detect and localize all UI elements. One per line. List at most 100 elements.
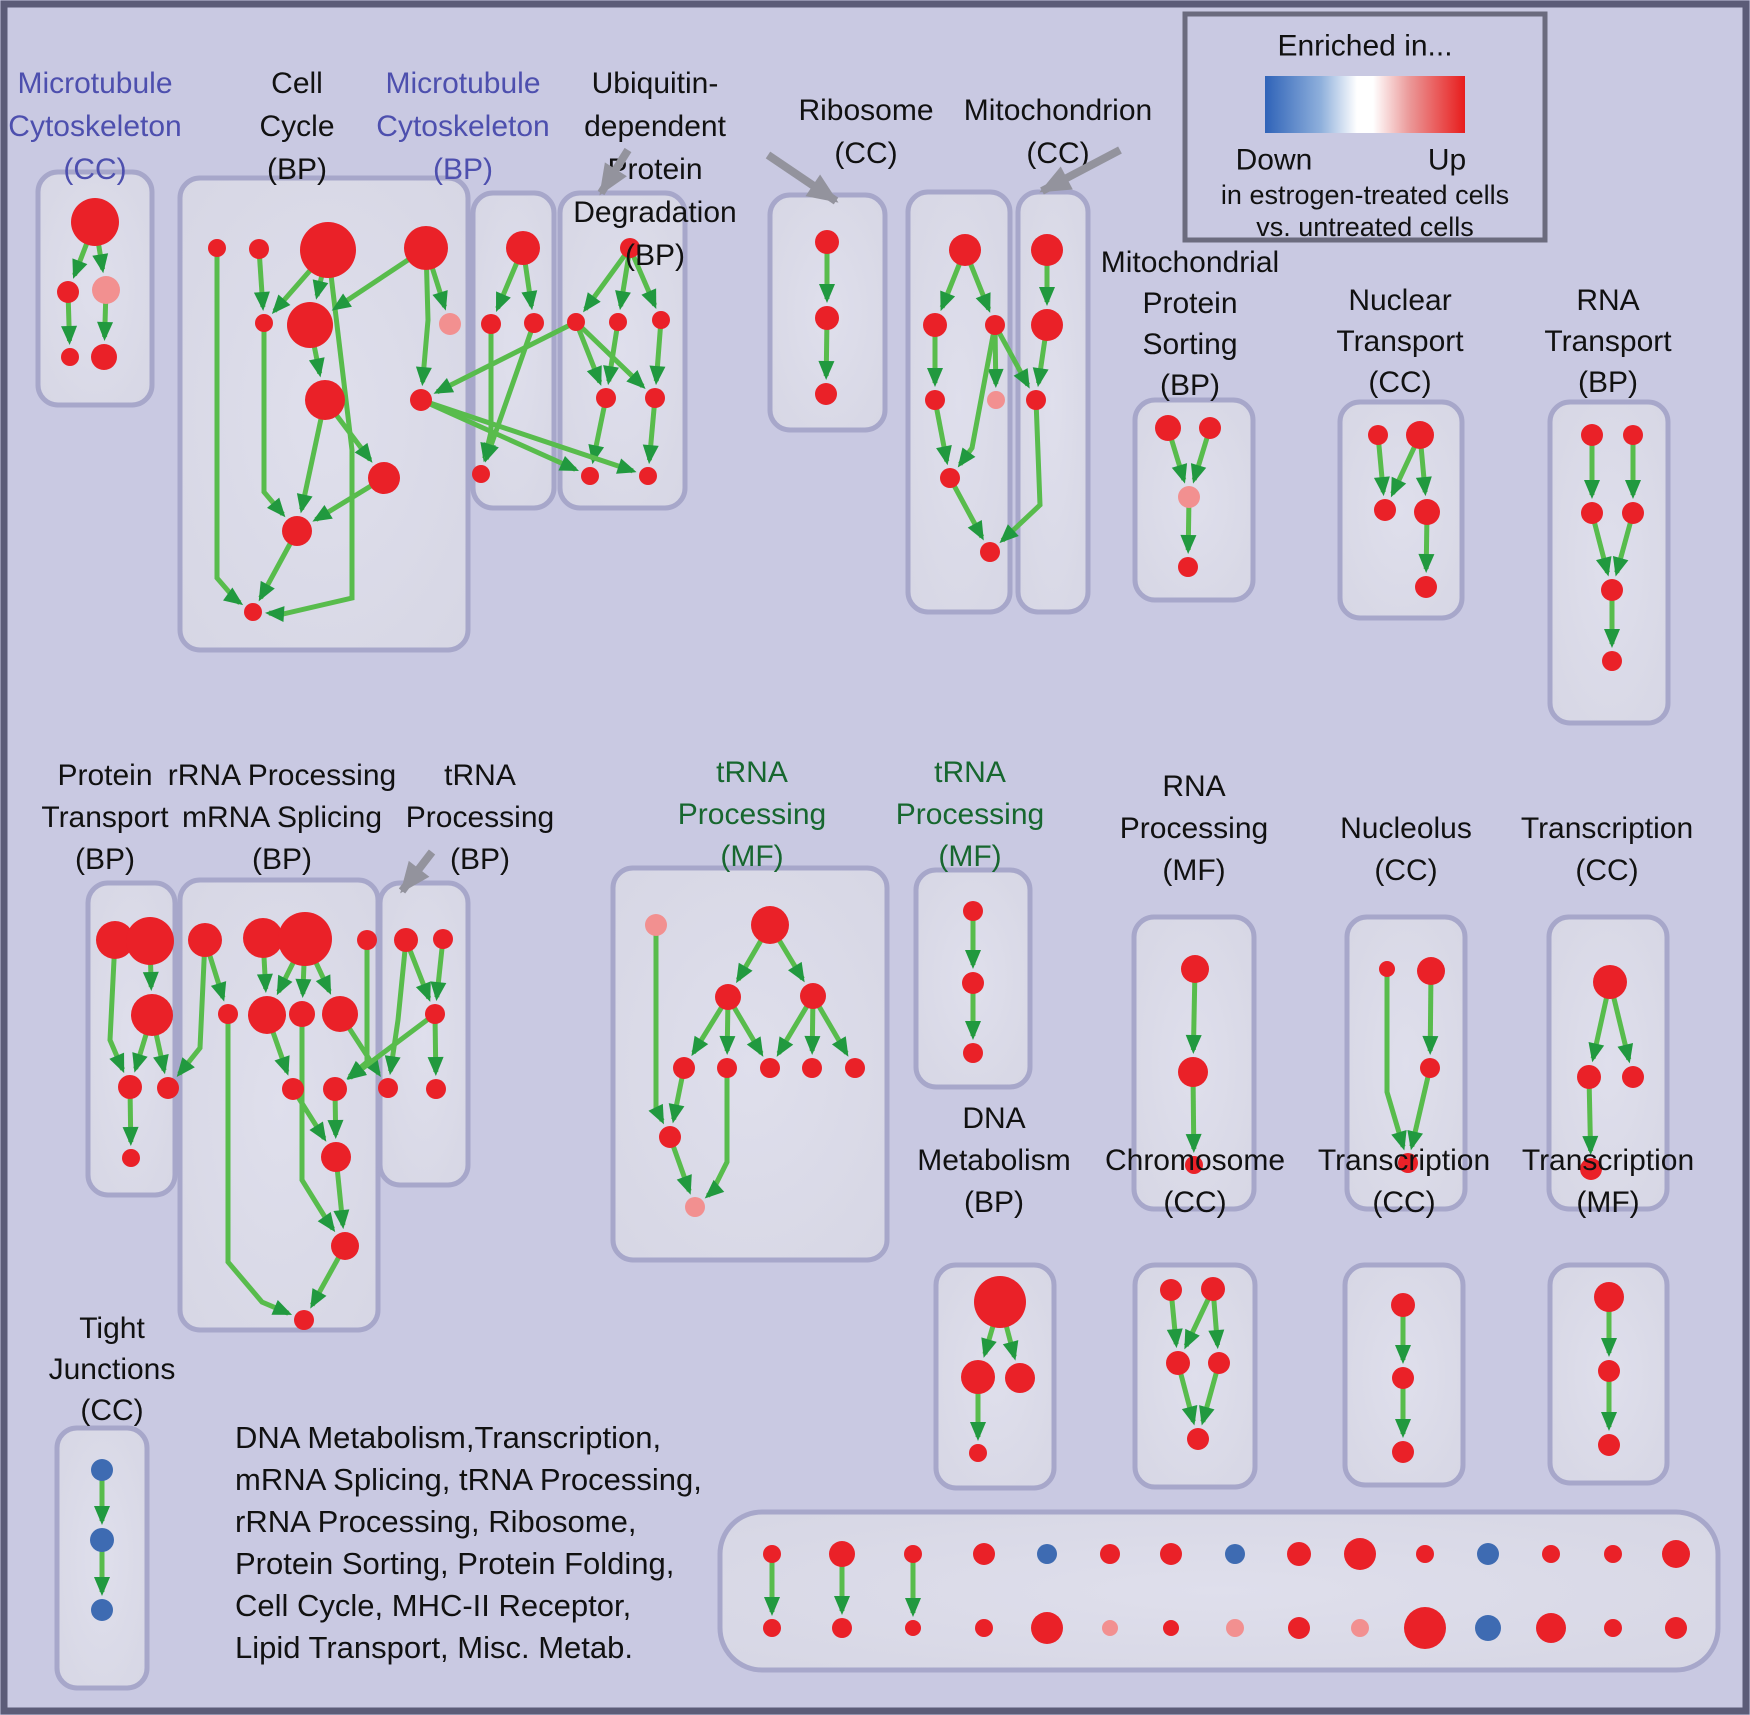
- gene-node-ch4: [1208, 1352, 1230, 1374]
- gene-node-m2b: [832, 1618, 852, 1638]
- gene-node-nt3: [1374, 499, 1396, 521]
- gene-node-f6: [717, 1058, 737, 1078]
- gene-node-m10b: [1351, 1619, 1369, 1637]
- edge-u3-u5: [603, 321, 621, 386]
- dna-metabolism-bp-box: [933, 1262, 1057, 1491]
- microtubule-cc-label: Microtubule Cytoskeleton (CC): [8, 67, 181, 186]
- gene-node-tg3: [425, 1004, 445, 1024]
- edge-rb4-rb6: [932, 399, 952, 466]
- gene-node-u3: [609, 313, 627, 331]
- transcription-cc-row2-label: Transcription (CC): [1521, 812, 1693, 887]
- gene-node-f2: [751, 906, 789, 944]
- gene-node-y2: [1598, 1360, 1620, 1382]
- edge-tg1-tg4: [384, 939, 409, 1076]
- gene-node-m3b: [905, 1620, 921, 1636]
- edge-cc4-cc9: [415, 247, 432, 387]
- edge-rb6-rb7: [947, 476, 985, 541]
- gene-node-u1: [620, 238, 640, 258]
- gene-node-u6: [645, 388, 665, 408]
- gene-node-f4: [800, 983, 826, 1009]
- label-pointer-arrow-1: [765, 151, 839, 205]
- edge-cc9-u7: [419, 397, 580, 472]
- gene-node-nt2: [1406, 421, 1434, 449]
- gene-node-rn7: [289, 1001, 315, 1027]
- edge-u1-u2: [583, 246, 633, 313]
- gene-node-rn5: [218, 1004, 238, 1024]
- gene-node-nu2: [1417, 957, 1445, 985]
- gene-node-rt6: [1602, 651, 1622, 671]
- gene-node-m11t: [1416, 1545, 1434, 1563]
- gene-node-rb7: [980, 542, 1000, 562]
- edge-tg3-rn10: [347, 1011, 437, 1080]
- ribosome-cc-label: Ribosome (CC): [798, 94, 933, 170]
- edge-cc9-u8: [420, 397, 637, 474]
- nuclear-transport-cc-box: [1337, 399, 1465, 621]
- gene-node-m4t: [973, 1543, 995, 1565]
- edge-ra1-pt5: [176, 939, 208, 1078]
- gene-node-tj2: [90, 1528, 114, 1552]
- gene-node-m11b: [1404, 1607, 1446, 1649]
- edge-u2-u5: [573, 321, 603, 386]
- gene-node-rn9: [282, 1078, 304, 1100]
- gene-node-cc12: [244, 603, 262, 621]
- gene-node-ra2: [243, 918, 283, 958]
- nodes-layer: [57, 198, 1690, 1649]
- gene-node-m13t: [1542, 1545, 1560, 1563]
- gene-node-rb5: [987, 391, 1005, 409]
- gene-node-rb4: [925, 390, 945, 410]
- mitochondrion-cc-label: Mitochondrion (CC): [964, 94, 1152, 170]
- nucleolus-cc-label: Nucleolus (CC): [1340, 812, 1472, 887]
- gene-node-rt5: [1601, 579, 1623, 601]
- gene-node-cc3: [300, 222, 356, 278]
- gene-node-cc1: [208, 239, 226, 257]
- edge-tc2-tc4: [1582, 1076, 1599, 1155]
- gene-node-mb4: [472, 465, 490, 483]
- gene-node-m15b: [1665, 1617, 1687, 1639]
- gene-node-v2: [815, 306, 839, 330]
- gene-node-rb3: [985, 315, 1005, 335]
- gene-node-rt1: [1581, 424, 1603, 446]
- labels-layer: Microtubule Cytoskeleton (CC) Cell Cycle (BP)…: [8, 11, 1694, 1665]
- gene-node-mc3: [92, 276, 120, 304]
- gene-node-f10: [659, 1126, 681, 1148]
- legend-subtitle-2: vs. untreated cells: [1256, 212, 1474, 242]
- gene-node-u7: [581, 467, 599, 485]
- transcription-mf-label: Transcription (MF): [1522, 1144, 1694, 1219]
- gene-node-tc1: [1593, 965, 1627, 999]
- gene-node-pt2: [126, 917, 174, 965]
- gene-node-m1b: [763, 1619, 781, 1637]
- gene-node-ch3: [1166, 1351, 1190, 1375]
- legend-up-label: Up: [1428, 144, 1466, 177]
- gene-node-m4b: [975, 1619, 993, 1637]
- gene-node-d4: [969, 1444, 987, 1462]
- gene-node-rb2: [923, 313, 947, 337]
- edge-cc1-cc12: [214, 248, 244, 606]
- gene-node-u4: [652, 311, 670, 329]
- gene-node-m13b: [1536, 1613, 1566, 1643]
- gene-node-mc5: [91, 344, 117, 370]
- gene-node-d3: [1005, 1363, 1035, 1393]
- gene-node-cc4: [404, 226, 448, 270]
- tight-junctions-cc-label: Tight Junctions (CC): [49, 1312, 176, 1427]
- label-pointer-arrow-2: [1039, 146, 1122, 195]
- gene-node-tj3: [91, 1599, 113, 1621]
- gene-node-y1: [1594, 1282, 1624, 1312]
- gene-node-tc3: [1622, 1066, 1644, 1088]
- gene-node-m3t: [904, 1545, 922, 1563]
- gene-node-m6t: [1100, 1544, 1120, 1564]
- gene-node-m14b: [1604, 1619, 1622, 1637]
- legend-down-label: Down: [1236, 144, 1313, 177]
- gene-node-nu4: [1398, 1153, 1418, 1173]
- edge-rn7-rn12: [299, 1014, 336, 1233]
- gene-node-u5: [596, 388, 616, 408]
- gene-node-rn13: [294, 1310, 314, 1330]
- gene-node-nu1: [1379, 961, 1395, 977]
- gene-node-tc4: [1580, 1158, 1602, 1180]
- gene-node-tg4: [378, 1078, 398, 1098]
- gene-node-m8b: [1226, 1619, 1244, 1637]
- gene-node-ms3: [1178, 486, 1200, 508]
- protein-transport-bp-label: Protein Transport (BP): [41, 759, 169, 876]
- gene-node-f11: [685, 1197, 705, 1217]
- gene-node-m14t: [1604, 1545, 1622, 1563]
